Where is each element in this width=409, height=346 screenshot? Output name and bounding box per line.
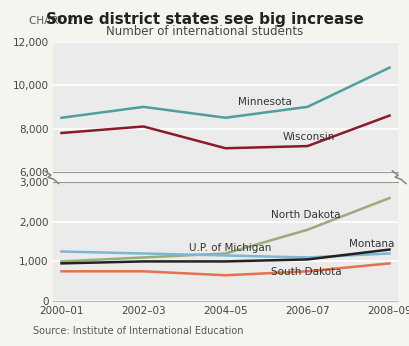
Text: CHART 2: CHART 2 [29, 16, 73, 26]
Text: Source: Institute of International Education: Source: Institute of International Educa… [33, 326, 243, 336]
Text: South Dakota: South Dakota [270, 267, 340, 277]
Text: North Dakota: North Dakota [270, 210, 339, 220]
Text: Some district states see big increase: Some district states see big increase [46, 12, 363, 27]
Text: U.P. of Michigan: U.P. of Michigan [188, 243, 270, 253]
Text: Number of international students: Number of international students [106, 25, 303, 38]
Text: Wisconsin: Wisconsin [282, 131, 335, 142]
Text: Minnesota: Minnesota [237, 97, 291, 107]
Text: Montana: Montana [348, 239, 393, 249]
